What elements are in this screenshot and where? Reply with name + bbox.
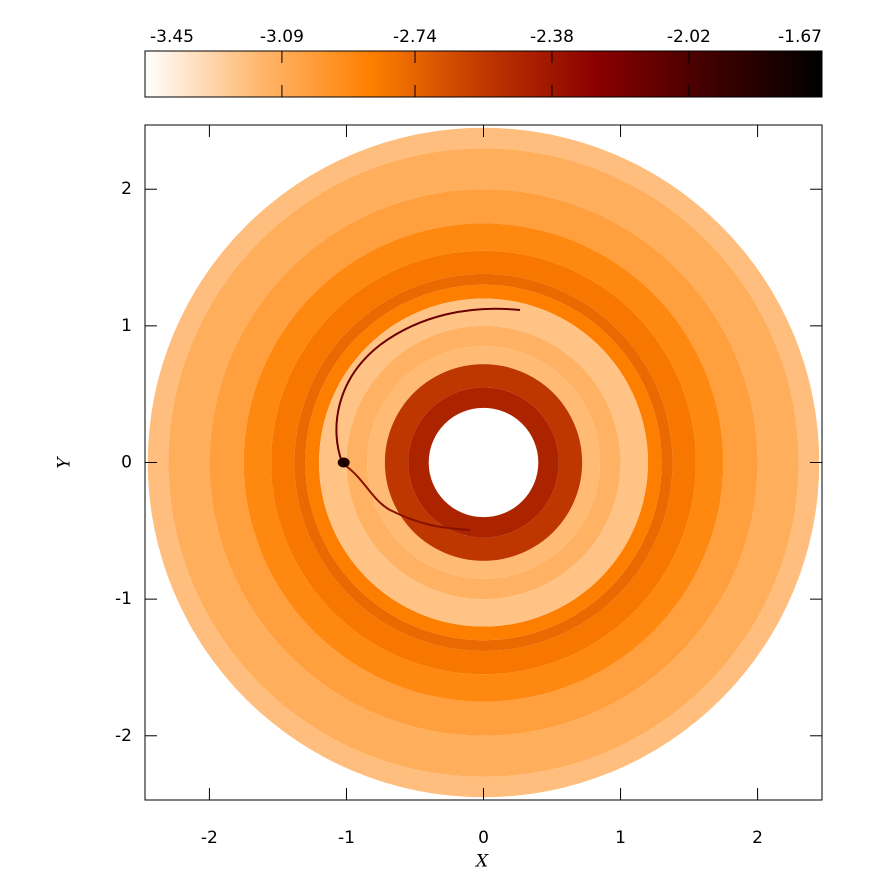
colorbar	[144, 50, 823, 98]
colorbar-tick-label: -3.45	[150, 27, 194, 47]
x-tick-label: 2	[752, 828, 763, 848]
colorbar-tick-label: -2.38	[530, 27, 574, 47]
x-axis-label: X	[474, 852, 489, 872]
y-tick-label: 0	[121, 453, 132, 473]
ring	[408, 387, 559, 538]
y-tick-label: -2	[115, 726, 132, 746]
colorbar-tick-label: -3.09	[260, 27, 304, 47]
x-tick-label: -2	[201, 828, 218, 848]
spiral-wake	[345, 465, 471, 531]
y-tick-label: 2	[121, 179, 132, 199]
x-tick-label: 0	[478, 828, 489, 848]
colorbar-tick-label: -1.67	[778, 27, 822, 47]
y-axis-label: Y	[55, 456, 75, 469]
y-tick-label: 1	[121, 316, 132, 336]
x-tick-label: 1	[615, 828, 626, 848]
planet	[337, 457, 350, 468]
colorbar-tick-label: -2.02	[667, 27, 711, 47]
disk-map	[147, 127, 820, 798]
spiral-wake	[335, 307, 521, 463]
colorbar-tick-label: -2.74	[393, 27, 437, 47]
y-tick-label: -1	[115, 589, 132, 609]
x-tick-label: -1	[338, 828, 355, 848]
